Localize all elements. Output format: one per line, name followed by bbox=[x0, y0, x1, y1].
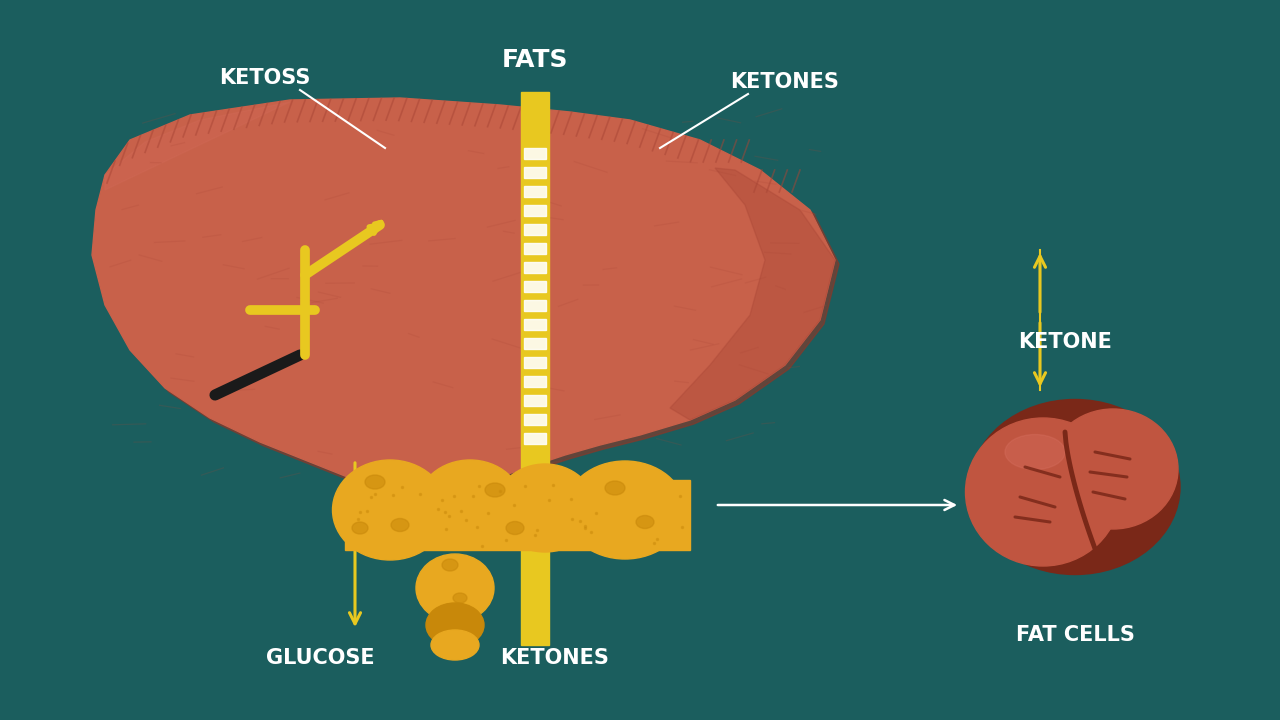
Text: FAT CELLS: FAT CELLS bbox=[1015, 625, 1134, 645]
Bar bbox=[521, 92, 549, 645]
Ellipse shape bbox=[333, 460, 448, 560]
Text: GLUCOSE: GLUCOSE bbox=[266, 648, 374, 668]
Bar bbox=[524, 376, 547, 387]
Bar bbox=[524, 148, 547, 159]
Polygon shape bbox=[346, 480, 690, 550]
Ellipse shape bbox=[426, 603, 484, 647]
Polygon shape bbox=[92, 98, 835, 498]
Bar bbox=[524, 243, 547, 254]
Bar bbox=[524, 319, 547, 330]
Ellipse shape bbox=[506, 521, 524, 534]
Ellipse shape bbox=[495, 464, 595, 552]
Text: KETONES: KETONES bbox=[731, 72, 840, 92]
Text: KETONES: KETONES bbox=[500, 648, 609, 668]
Ellipse shape bbox=[365, 475, 385, 489]
Bar bbox=[524, 395, 547, 406]
Text: KETOSS: KETOSS bbox=[219, 68, 311, 88]
Bar bbox=[524, 357, 547, 368]
Ellipse shape bbox=[970, 400, 1180, 575]
Ellipse shape bbox=[564, 461, 685, 559]
Bar bbox=[524, 186, 547, 197]
Ellipse shape bbox=[453, 593, 467, 603]
Ellipse shape bbox=[417, 460, 522, 550]
Bar bbox=[524, 300, 547, 311]
Ellipse shape bbox=[352, 522, 369, 534]
Ellipse shape bbox=[605, 481, 625, 495]
Ellipse shape bbox=[431, 630, 479, 660]
Polygon shape bbox=[105, 102, 291, 190]
Text: KETONE: KETONE bbox=[1018, 332, 1112, 352]
Ellipse shape bbox=[390, 518, 410, 531]
Text: FATS: FATS bbox=[502, 48, 568, 72]
Ellipse shape bbox=[485, 483, 506, 497]
Bar bbox=[524, 338, 547, 349]
Ellipse shape bbox=[416, 554, 494, 622]
Bar bbox=[524, 433, 547, 444]
Ellipse shape bbox=[1005, 434, 1065, 469]
Polygon shape bbox=[669, 168, 835, 420]
Bar bbox=[524, 281, 547, 292]
Ellipse shape bbox=[965, 418, 1120, 566]
Ellipse shape bbox=[442, 559, 458, 571]
Polygon shape bbox=[96, 102, 838, 502]
Bar bbox=[524, 167, 547, 178]
Ellipse shape bbox=[1048, 409, 1178, 529]
Bar bbox=[524, 262, 547, 273]
Bar bbox=[524, 224, 547, 235]
Ellipse shape bbox=[636, 516, 654, 528]
Bar bbox=[524, 414, 547, 425]
Bar bbox=[524, 205, 547, 216]
Ellipse shape bbox=[449, 613, 461, 623]
